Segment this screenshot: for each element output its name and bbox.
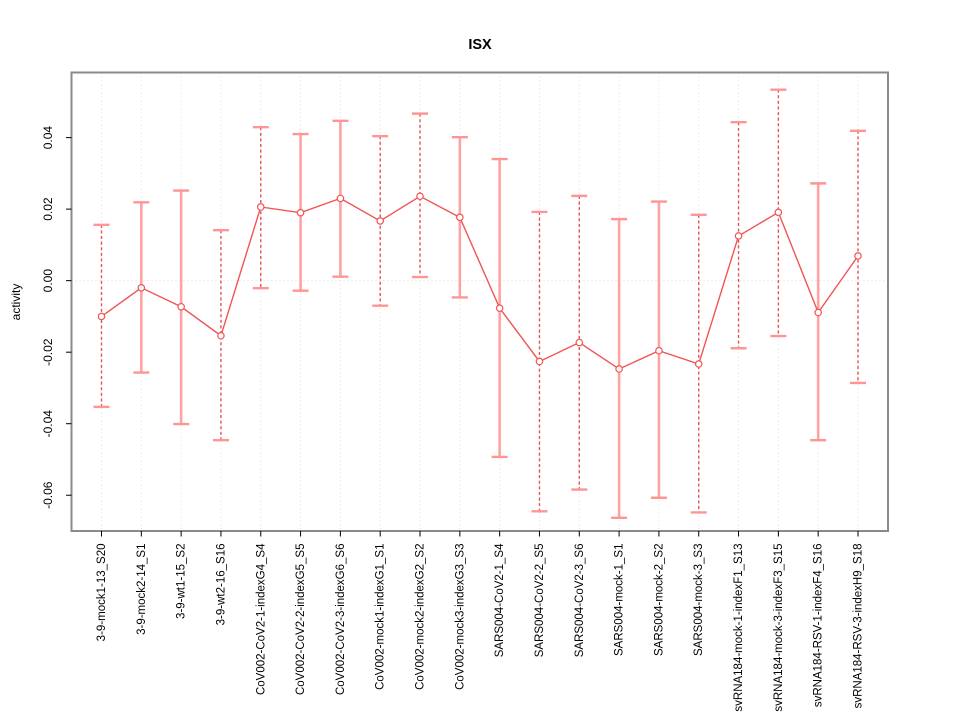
- data-point-marker: [774, 208, 783, 217]
- x-category-label: 3-9-wt2-16_S16: [215, 544, 227, 626]
- data-point-marker: [814, 308, 822, 317]
- data-point-marker: [217, 331, 225, 340]
- data-point-marker: [376, 217, 385, 225]
- data-point-marker: [854, 252, 862, 260]
- x-category-label: CoV002-mock1-indexG1_S1: [375, 544, 387, 690]
- chart-title: ISX: [468, 37, 492, 53]
- y-tick-label: 0.04: [41, 126, 55, 150]
- x-category-label: CoV002-CoV2-1-indexG4_S4: [255, 543, 267, 695]
- x-category-label: svRNA184-mock-1-indexF1_S13: [733, 544, 745, 712]
- x-category-label: 3-9-mock1-13_S20: [96, 544, 108, 642]
- y-tick-label: -0.04: [41, 410, 55, 438]
- plot-border: [70, 71, 889, 532]
- data-point-marker: [177, 302, 185, 311]
- data-point-marker: [535, 357, 544, 366]
- x-category-label: SARS004-CoV2-2_S5: [534, 544, 546, 658]
- data-point-marker: [575, 338, 584, 347]
- x-category-label: SARS004-mock-2_S2: [653, 544, 665, 657]
- data-point-marker: [256, 203, 265, 211]
- data-point-marker: [97, 312, 106, 321]
- x-category-label: SARS004-mock-1_S1: [614, 544, 626, 657]
- x-category-label: svRNA184-RSV-3-indexH9_S18: [853, 544, 865, 709]
- data-point-marker: [336, 194, 345, 203]
- x-category-label: CoV002-mock3-indexG3_S3: [454, 544, 466, 690]
- y-tick-label: 0.02: [41, 197, 55, 221]
- x-category-label: 3-9-mock2-14_S1: [136, 544, 148, 635]
- data-point-marker: [456, 213, 464, 222]
- x-category-label: svRNA184-RSV-1-indexF4_S16: [813, 544, 825, 708]
- x-category-label: SARS004-CoV2-1_S4: [494, 543, 506, 657]
- x-category-label: svRNA184-mock-3-indexF3_S15: [773, 544, 785, 712]
- data-point-marker: [495, 304, 504, 312]
- y-tick-label: -0.02: [41, 338, 55, 366]
- x-category-label: CoV002-CoV2-3-indexG6_S6: [335, 544, 347, 696]
- data-point-marker: [296, 208, 305, 217]
- data-point-marker: [655, 346, 663, 355]
- data-point-marker: [694, 360, 703, 368]
- x-category-label: SARS004-CoV2-3_S6: [574, 544, 586, 658]
- series-line: [101, 195, 859, 370]
- x-category-label: 3-9-wt1-15_S2: [176, 544, 188, 619]
- y-tick-label: 0.00: [41, 269, 55, 293]
- x-category-label: SARS004-mock-3_S3: [693, 544, 705, 657]
- data-point-marker: [137, 284, 146, 292]
- y-tick-label: -0.06: [41, 481, 55, 509]
- data-point-marker: [734, 232, 743, 240]
- x-category-label: CoV002-CoV2-2-indexG5_S5: [295, 544, 307, 696]
- data-point-marker: [615, 365, 623, 373]
- x-category-label: CoV002-mock2-indexG2_S2: [415, 544, 427, 690]
- data-point-marker: [416, 192, 424, 201]
